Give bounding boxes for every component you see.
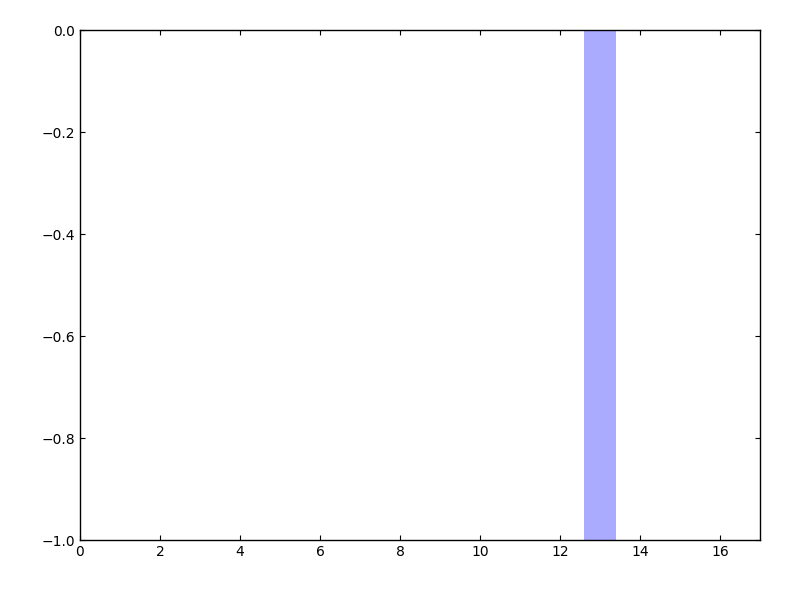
Bar: [584, 30, 616, 540]
